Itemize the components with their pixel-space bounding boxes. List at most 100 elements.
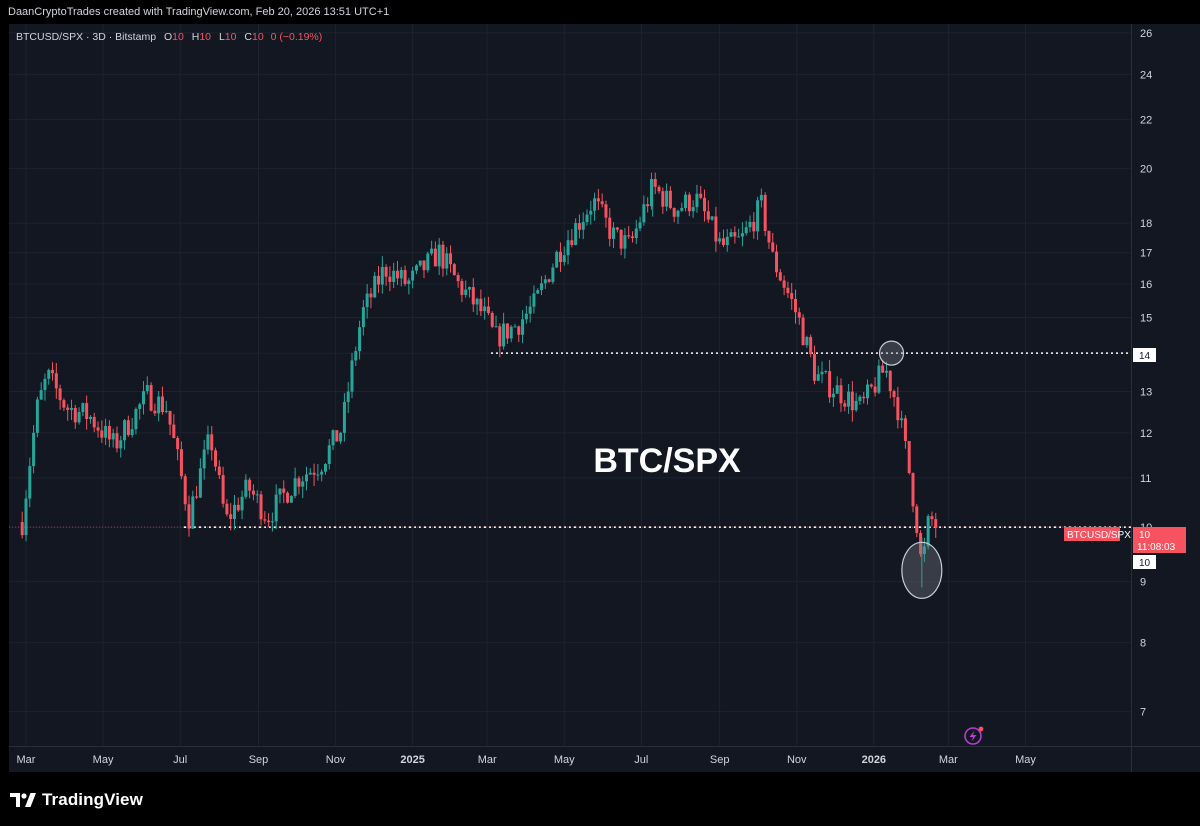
candle-body: [172, 424, 176, 439]
candle-body: [623, 235, 627, 249]
time-tick-label: Nov: [326, 754, 346, 766]
candle-body: [513, 326, 517, 328]
time-tick-label: May: [554, 754, 575, 766]
candle-body: [270, 521, 274, 523]
candle-body: [763, 194, 767, 232]
candle-body: [339, 432, 343, 442]
candle-body: [729, 232, 733, 237]
candle-body: [661, 191, 665, 207]
candle-body: [809, 337, 813, 355]
candle-body: [377, 275, 381, 285]
candle-body: [214, 450, 218, 467]
price-tag-symbol-bg: [1064, 527, 1120, 541]
price-tick-label: 13: [1140, 386, 1152, 398]
alert-lightning-icon[interactable]: [964, 726, 984, 745]
legend-close-label: C: [244, 31, 252, 43]
candle-body: [922, 546, 926, 555]
candle-body: [35, 399, 39, 433]
candle-body: [66, 407, 70, 410]
time-tick-label: Sep: [710, 754, 730, 766]
candle-body: [524, 313, 528, 320]
price-tick-label: 8: [1140, 638, 1146, 650]
candle-body: [816, 374, 820, 381]
candle-body: [775, 251, 779, 273]
candle-body: [604, 204, 608, 218]
candle-body: [892, 391, 896, 398]
price-tick-label: 24: [1140, 69, 1152, 81]
candle-body: [486, 306, 490, 313]
candle-body: [570, 240, 574, 245]
candle-body: [278, 488, 282, 495]
candle-body: [536, 290, 540, 294]
legend-open-value: 10: [172, 31, 184, 43]
candle-body: [540, 283, 544, 291]
candle-body: [581, 222, 585, 230]
candle-body: [903, 418, 907, 442]
candle-body: [612, 227, 616, 239]
candle-body: [191, 496, 195, 529]
legend-change: 0 (−0.19%): [270, 31, 323, 43]
candle-body: [373, 275, 377, 298]
candle-body: [195, 496, 199, 498]
candle-body: [642, 204, 646, 223]
candle-body: [627, 235, 631, 237]
price-chart[interactable]: 7 8 9 10 11 12 13 14 15 16 17 18 20 22 24 26 Mar May Jul S…: [0, 0, 1200, 772]
legend-high-value: 10: [199, 31, 212, 43]
highlight-circles: [878, 340, 943, 599]
candle-body: [327, 445, 331, 464]
candle-body: [850, 391, 854, 411]
price-tick-label: 16: [1140, 279, 1152, 291]
candle-body: [786, 287, 790, 294]
candle-body: [737, 236, 741, 238]
price-tick-label: 18: [1140, 218, 1152, 230]
candle-body: [24, 498, 28, 536]
candle-body: [710, 216, 714, 220]
candle-body: [714, 216, 718, 242]
chart-grid: [9, 24, 1131, 746]
candle-body: [460, 281, 464, 295]
candle-body: [790, 293, 794, 299]
candle-body: [547, 279, 551, 282]
candle-body: [926, 516, 930, 547]
candle-body: [718, 238, 722, 242]
candle-body: [365, 293, 369, 308]
candle-body: [187, 504, 191, 529]
candle-body: [62, 400, 66, 408]
candle-body: [801, 317, 805, 346]
candle-body: [411, 270, 415, 281]
candle-body: [160, 396, 164, 412]
candle-body: [756, 200, 760, 232]
candle-body: [77, 411, 81, 423]
candle-body: [259, 494, 263, 520]
candle-body: [369, 293, 373, 298]
time-tick-label: Mar: [17, 754, 36, 766]
candle-body: [346, 391, 350, 402]
candle-body: [28, 466, 32, 499]
time-tick-label: 2026: [862, 754, 886, 766]
candle-body: [308, 472, 312, 475]
candle-body: [600, 201, 604, 205]
candle-body: [752, 221, 756, 232]
candle-body: [350, 360, 354, 392]
chart-area[interactable]: [9, 24, 1200, 772]
candle-body: [490, 312, 494, 327]
candle-body: [263, 519, 267, 521]
candle-body: [236, 504, 240, 511]
candle-body: [39, 390, 43, 400]
candle-body: [638, 222, 642, 229]
time-tick-label: Mar: [939, 754, 958, 766]
highlight-circle-support: [901, 541, 943, 599]
price-tick-label: 9: [1140, 577, 1146, 589]
candle-body: [873, 386, 877, 393]
candles: [20, 172, 938, 588]
tradingview-logo[interactable]: TradingView: [10, 790, 143, 810]
candle-body: [884, 370, 888, 373]
candle-body: [528, 306, 532, 314]
candle-body: [289, 495, 293, 503]
candle-body: [483, 306, 487, 312]
candle-body: [782, 280, 786, 288]
candle-body: [551, 267, 555, 282]
candle-body: [320, 471, 324, 475]
time-tick-label: Jul: [173, 754, 187, 766]
candle-body: [153, 410, 157, 414]
